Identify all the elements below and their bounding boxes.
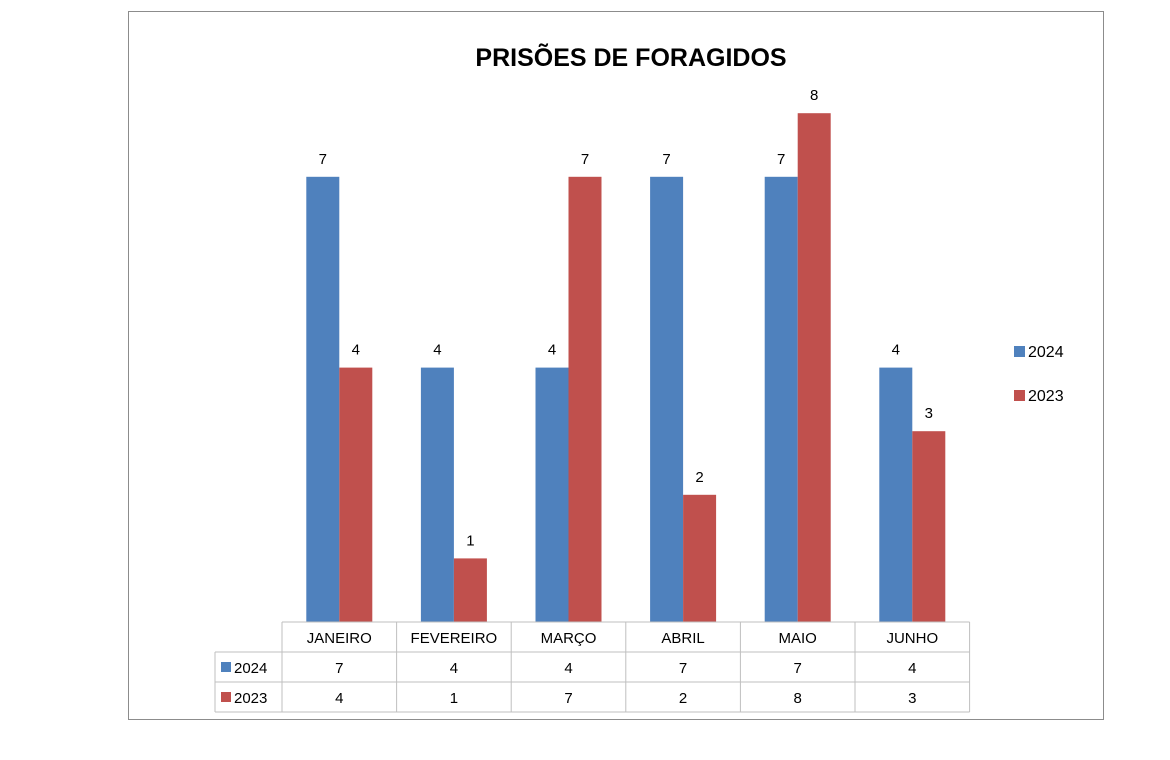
bar-2024-junho <box>879 367 913 622</box>
table-cell-2023-janeiro: 4 <box>335 690 343 707</box>
table-category-março: MARÇO <box>541 630 597 647</box>
table-cell-2024-junho: 4 <box>908 660 916 677</box>
table-series-name-2023: 2023 <box>234 690 267 707</box>
data-label-2024-fevereiro: 4 <box>433 342 441 359</box>
bar-2024-março <box>535 367 569 622</box>
bar-2023-abril <box>683 494 717 622</box>
data-label-2023-junho: 3 <box>925 405 933 422</box>
table-category-janeiro: JANEIRO <box>307 630 372 647</box>
data-table: JANEIRO FEVEREIRO MARÇO ABRIL MAIO JUNHO 2024 7… <box>214 621 971 713</box>
data-label-2024-maio: 7 <box>777 151 785 168</box>
table-cell-2024-maio: 7 <box>794 660 802 677</box>
table-cell-2023-abril: 2 <box>679 690 687 707</box>
data-label-2023-fevereiro: 1 <box>466 532 474 549</box>
table-legend-key-2024 <box>221 662 231 672</box>
legend-label-2024: 2024 <box>1028 344 1064 361</box>
bar-2023-fevereiro <box>453 558 487 622</box>
table-cell-2023-maio: 8 <box>794 690 802 707</box>
table-cell-2024-fevereiro: 4 <box>450 660 458 677</box>
table-cell-2023-junho: 3 <box>908 690 916 707</box>
bar-2023-janeiro <box>339 367 373 622</box>
table-category-maio: MAIO <box>779 630 817 647</box>
table-series-name-2024: 2024 <box>234 660 267 677</box>
table-category-junho: JUNHO <box>886 630 938 647</box>
data-label-2024-junho: 4 <box>892 342 900 359</box>
data-label-2023-março: 7 <box>581 151 589 168</box>
table-category-fevereiro: FEVEREIRO <box>411 630 498 647</box>
bars-group <box>306 113 946 623</box>
data-label-2023-abril: 2 <box>695 469 703 486</box>
legend-label-2023: 2023 <box>1028 388 1064 405</box>
table-cell-2024-janeiro: 7 <box>335 660 343 677</box>
data-label-2024-abril: 7 <box>662 151 670 168</box>
data-label-2023-maio: 8 <box>810 87 818 104</box>
bar-2023-junho <box>912 431 946 622</box>
table-cell-2023-março: 7 <box>564 690 572 707</box>
table-cell-2024-abril: 7 <box>679 660 687 677</box>
legend-key-2024 <box>1014 346 1025 357</box>
table-cell-2023-fevereiro: 1 <box>450 690 458 707</box>
bar-2024-janeiro <box>306 176 340 623</box>
table-cell-2024-março: 4 <box>564 660 572 677</box>
bar-2024-abril <box>650 176 684 623</box>
table-category-abril: ABRIL <box>661 630 704 647</box>
table-legend-key-2023 <box>221 692 231 702</box>
data-label-2023-janeiro: 4 <box>352 342 360 359</box>
legend: 2024 2023 <box>1014 344 1064 405</box>
data-label-2024-janeiro: 7 <box>319 151 327 168</box>
bar-2023-maio <box>797 113 831 622</box>
bar-2024-maio <box>764 176 798 623</box>
chart-title: PRISÕES DE FORAGIDOS <box>475 42 786 72</box>
data-labels-group: 7 4 4 1 4 7 7 2 7 8 4 3 <box>319 87 933 549</box>
legend-key-2023 <box>1014 390 1025 401</box>
bar-2024-fevereiro <box>420 367 454 622</box>
data-label-2024-março: 4 <box>548 342 556 359</box>
bar-2023-março <box>568 176 602 623</box>
